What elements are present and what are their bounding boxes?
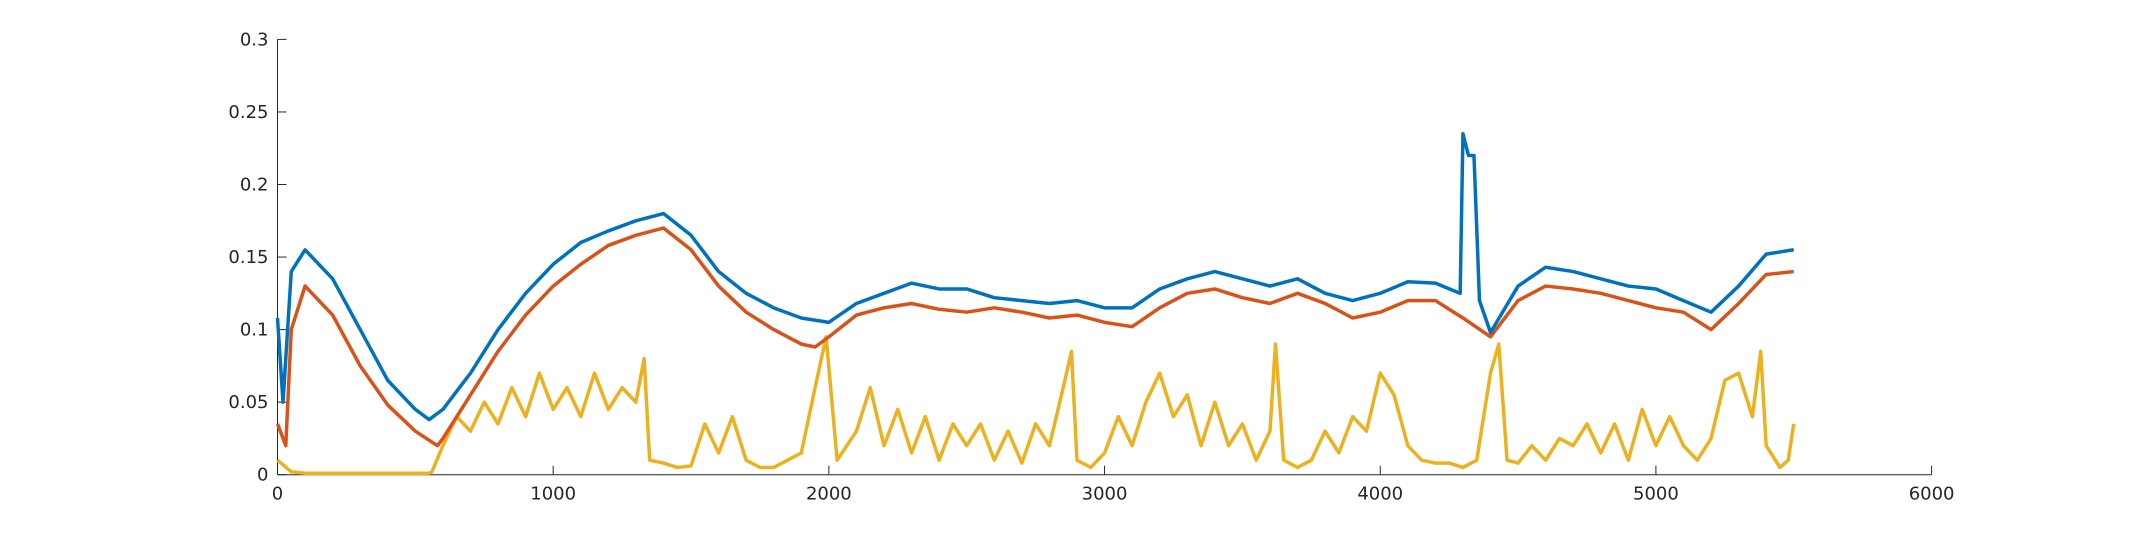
y-tick-label: 0.1 [240, 320, 269, 341]
x-tick-label: 5000 [1633, 484, 1679, 505]
y-tick-label: 0.25 [228, 102, 268, 123]
y-tick-label: 0.15 [228, 247, 268, 268]
series-line [276, 335, 1796, 475]
x-tick-label: 1000 [530, 484, 576, 505]
y-tick-label: 0 [257, 465, 268, 486]
x-tick-label: 6000 [1909, 484, 1955, 505]
y-tick-label: 0.2 [240, 175, 269, 196]
y-tick-label: 0.3 [240, 29, 269, 50]
x-tick-label: 4000 [1357, 484, 1403, 505]
y-tick-label: 0.05 [228, 392, 268, 413]
x-tick-label: 3000 [1082, 484, 1128, 505]
x-tick-label: 2000 [806, 484, 852, 505]
series-line [275, 131, 1795, 422]
x-tick-label: 0 [272, 484, 283, 505]
series-line [275, 226, 1794, 448]
